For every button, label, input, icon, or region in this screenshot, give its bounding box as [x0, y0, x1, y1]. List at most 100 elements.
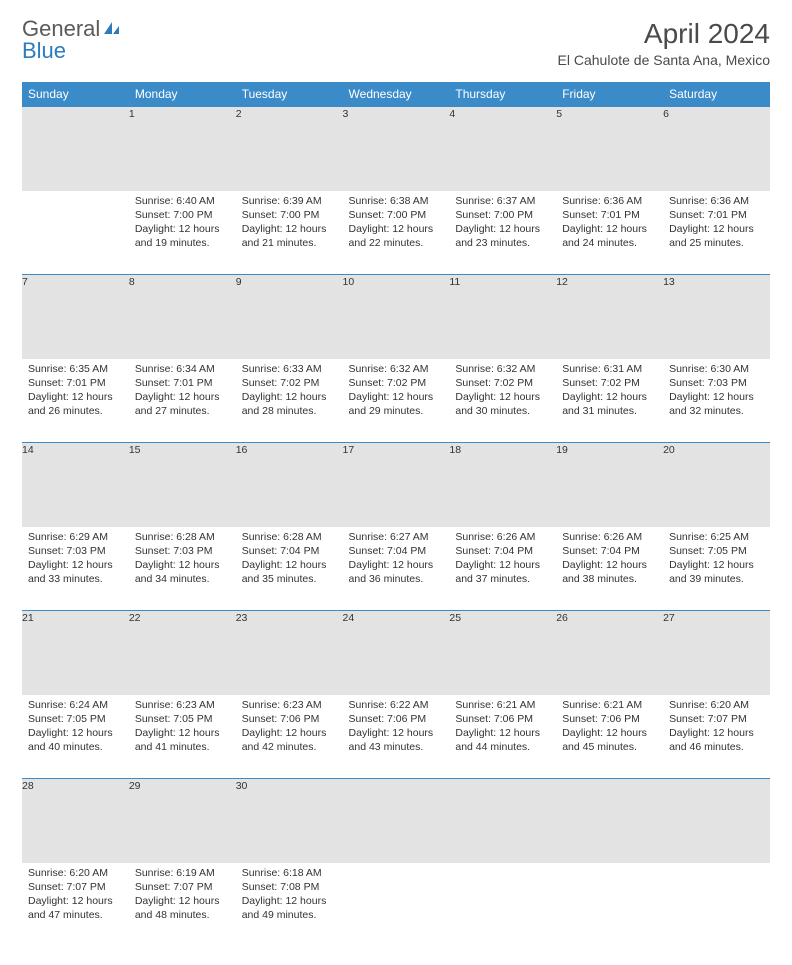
day-number: 27: [663, 611, 770, 695]
sunrise-text: Sunrise: 6:18 AM: [242, 866, 337, 880]
day-number: 2: [236, 107, 343, 191]
sunrise-text: Sunrise: 6:27 AM: [349, 530, 444, 544]
sunset-text: Sunset: 7:00 PM: [242, 208, 337, 222]
day-cell: Sunrise: 6:27 AMSunset: 7:04 PMDaylight:…: [343, 527, 450, 611]
sunset-text: Sunset: 7:06 PM: [562, 712, 657, 726]
daylight-text: Daylight: 12 hours and 24 minutes.: [562, 222, 657, 250]
sunrise-text: Sunrise: 6:20 AM: [669, 698, 764, 712]
day-cell: Sunrise: 6:32 AMSunset: 7:02 PMDaylight:…: [343, 359, 450, 443]
daylight-text: Daylight: 12 hours and 31 minutes.: [562, 390, 657, 418]
day-number: [663, 779, 770, 863]
sunrise-text: Sunrise: 6:32 AM: [455, 362, 550, 376]
sunrise-text: Sunrise: 6:36 AM: [669, 194, 764, 208]
daylight-text: Daylight: 12 hours and 25 minutes.: [669, 222, 764, 250]
sunset-text: Sunset: 7:07 PM: [28, 880, 123, 894]
day-cell: Sunrise: 6:38 AMSunset: 7:00 PMDaylight:…: [343, 191, 450, 275]
daylight-text: Daylight: 12 hours and 19 minutes.: [135, 222, 230, 250]
title-block: April 2024 El Cahulote de Santa Ana, Mex…: [558, 18, 770, 68]
day-number: 20: [663, 443, 770, 527]
content-row: Sunrise: 6:20 AMSunset: 7:07 PM Daylight:…: [22, 863, 770, 947]
daylight-text: Daylight: 12 hours and 37 minutes.: [455, 558, 550, 586]
day-cell: Sunrise: 6:21 AMSunset: 7:06 PMDaylight:…: [556, 695, 663, 779]
daylight-text: Daylight: 12 hours and 39 minutes.: [669, 558, 764, 586]
day-number: 11: [449, 275, 556, 359]
day-cell: Sunrise: 6:35 AMSunset: 7:01 PMDaylight:…: [22, 359, 129, 443]
daylight-text: Daylight: 12 hours and 27 minutes.: [135, 390, 230, 418]
day-cell: Sunrise: 6:30 AMSunset: 7:03 PMDaylight:…: [663, 359, 770, 443]
day-number: 12: [556, 275, 663, 359]
day-number: 1: [129, 107, 236, 191]
day-number: 10: [343, 275, 450, 359]
sunset-text: Sunset: 7:02 PM: [455, 376, 550, 390]
daylight-text: Daylight: 12 hours and 36 minutes.: [349, 558, 444, 586]
weekday-header: Thursday: [449, 82, 556, 107]
daylight-text: Daylight: 12 hours and 26 minutes.: [28, 390, 123, 418]
content-row: Sunrise: 6:29 AMSunset: 7:03 PMDaylight:…: [22, 527, 770, 611]
daylight-text: Daylight: 12 hours and 29 minutes.: [349, 390, 444, 418]
sunset-text: Sunset: 7:00 PM: [349, 208, 444, 222]
sunset-text: Sunset: 7:06 PM: [242, 712, 337, 726]
day-cell: Sunrise: 6:24 AMSunset: 7:05 PMDaylight:…: [22, 695, 129, 779]
sunrise-text: Sunrise: 6:40 AM: [135, 194, 230, 208]
day-number: 13: [663, 275, 770, 359]
sunset-text: Sunset: 7:03 PM: [135, 544, 230, 558]
sunset-text: Sunset: 7:04 PM: [349, 544, 444, 558]
day-number: [556, 779, 663, 863]
content-row: Sunrise: 6:35 AMSunset: 7:01 PMDaylight:…: [22, 359, 770, 443]
daynum-row: 14151617181920: [22, 443, 770, 527]
sunrise-text: Sunrise: 6:30 AM: [669, 362, 764, 376]
day-number: 6: [663, 107, 770, 191]
day-number: 24: [343, 611, 450, 695]
day-cell: [663, 863, 770, 947]
sunrise-text: Sunrise: 6:23 AM: [242, 698, 337, 712]
sunset-text: Sunset: 7:08 PM: [242, 880, 337, 894]
day-number: 21: [22, 611, 129, 695]
day-cell: Sunrise: 6:20 AMSunset: 7:07 PMDaylight:…: [22, 863, 129, 947]
day-cell: Sunrise: 6:26 AMSunset: 7:04 PMDaylight:…: [556, 527, 663, 611]
logo: General Blue: [22, 18, 122, 62]
sunrise-text: Sunrise: 6:20 AM: [28, 866, 123, 880]
weekday-header: Monday: [129, 82, 236, 107]
daylight-text: Daylight: 12 hours and 41 minutes.: [135, 726, 230, 754]
sunrise-text: Sunrise: 6:21 AM: [562, 698, 657, 712]
day-cell: [449, 863, 556, 947]
sunrise-text: Sunrise: 6:32 AM: [349, 362, 444, 376]
daylight-text: Daylight: 12 hours and 46 minutes.: [669, 726, 764, 754]
day-number: 22: [129, 611, 236, 695]
weekday-header: Sunday: [22, 82, 129, 107]
day-number: 29: [129, 779, 236, 863]
weekday-header: Tuesday: [236, 82, 343, 107]
sunset-text: Sunset: 7:05 PM: [28, 712, 123, 726]
day-cell: Sunrise: 6:40 AMSunset: 7:00 PMDaylight:…: [129, 191, 236, 275]
sunset-text: Sunset: 7:02 PM: [562, 376, 657, 390]
sunset-text: Sunset: 7:01 PM: [669, 208, 764, 222]
day-cell: [22, 191, 129, 275]
day-number: 19: [556, 443, 663, 527]
logo-text: General Blue: [22, 18, 122, 62]
weekday-header: Saturday: [663, 82, 770, 107]
daynum-row: 78910111213: [22, 275, 770, 359]
sunset-text: Sunset: 7:04 PM: [455, 544, 550, 558]
day-number: [22, 107, 129, 191]
day-cell: Sunrise: 6:23 AMSunset: 7:06 PMDaylight:…: [236, 695, 343, 779]
daylight-text: Daylight: 12 hours and 40 minutes.: [28, 726, 123, 754]
day-cell: Sunrise: 6:37 AMSunset: 7:00 PMDaylight:…: [449, 191, 556, 275]
daylight-text: Daylight: 12 hours and 45 minutes.: [562, 726, 657, 754]
sunrise-text: Sunrise: 6:38 AM: [349, 194, 444, 208]
sunset-text: Sunset: 7:04 PM: [562, 544, 657, 558]
daylight-text: Daylight: 12 hours and 48 minutes.: [135, 894, 230, 922]
day-cell: Sunrise: 6:36 AMSunset: 7:01 PMDaylight:…: [663, 191, 770, 275]
page-subtitle: El Cahulote de Santa Ana, Mexico: [558, 52, 770, 68]
daylight-text: Daylight: 12 hours and 32 minutes.: [669, 390, 764, 418]
content-row: Sunrise: 6:40 AM Sunset: 7:00 PM Daylight:…: [22, 191, 770, 275]
day-cell: Sunrise: 6:19 AMSunset: 7:07 PMDaylight:…: [129, 863, 236, 947]
day-number: 16: [236, 443, 343, 527]
sunrise-text: Sunrise: 6:31 AM: [562, 362, 657, 376]
day-cell: Sunrise: 6:26 AMSunset: 7:04 PMDaylight:…: [449, 527, 556, 611]
daylight-text: Daylight: 12 hours and 23 minutes.: [455, 222, 550, 250]
sunrise-text: Sunrise: 6:19 AM: [135, 866, 230, 880]
sunrise-text: Sunrise: 6:39 AM: [242, 194, 337, 208]
weekday-header-row: Sunday Monday Tuesday Wednesday Thursday…: [22, 82, 770, 107]
daynum-row: 21222324252627: [22, 611, 770, 695]
calendar-table: Sunday Monday Tuesday Wednesday Thursday…: [22, 82, 770, 947]
